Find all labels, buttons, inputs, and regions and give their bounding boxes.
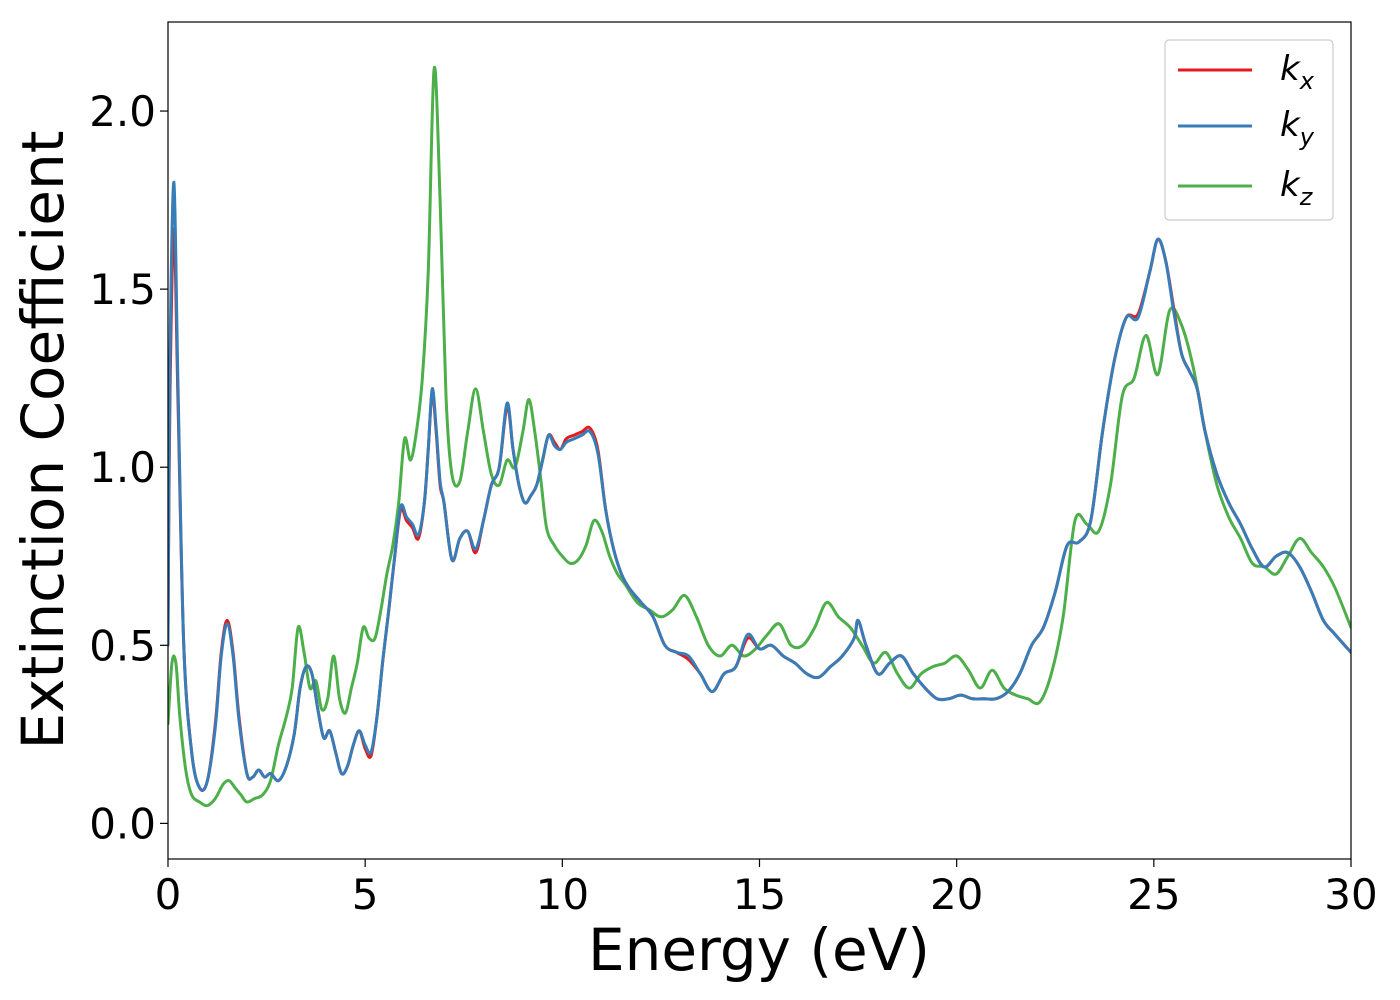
y-tick-label: 1.0: [89, 443, 156, 492]
x-tick-label: 15: [733, 870, 786, 919]
y-tick-label: 1.5: [89, 265, 156, 314]
y-tick-label: 0.0: [89, 799, 156, 848]
y-tick-label: 0.5: [89, 621, 156, 670]
y-tick-label: 2.0: [89, 87, 156, 136]
x-tick-label: 5: [352, 870, 379, 919]
x-axis-title: Energy (eV): [588, 916, 930, 984]
x-tick-label: 10: [536, 870, 589, 919]
x-tick-label: 25: [1127, 870, 1180, 919]
x-tick-label: 30: [1324, 870, 1377, 919]
x-tick-label: 20: [930, 870, 983, 919]
x-tick-label: 0: [155, 870, 182, 919]
y-axis-title: Extinction Coefficient: [9, 131, 77, 750]
